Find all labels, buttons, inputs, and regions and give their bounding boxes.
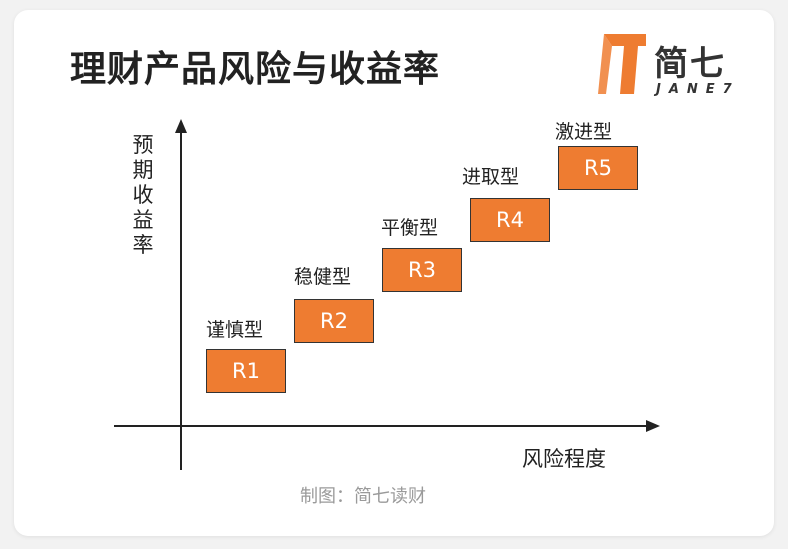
risk-level-box-r5: R5 (558, 146, 638, 190)
x-axis-arrow (646, 420, 660, 432)
risk-level-box-r1: R1 (206, 349, 286, 393)
risk-level-box-r2: R2 (294, 299, 374, 343)
risk-level-name-r1: 谨慎型 (206, 319, 264, 341)
risk-level-box-r3: R3 (382, 248, 462, 292)
y-axis-arrow (175, 119, 187, 133)
page-title: 理财产品风险与收益率 (70, 49, 441, 90)
x-axis-label: 风险程度 (522, 447, 606, 471)
risk-level-name-r3: 平衡型 (381, 217, 439, 239)
logo-subtext: JANE7 (656, 82, 740, 97)
logo-mark-icon (598, 34, 646, 94)
risk-level-name-r2: 稳健型 (294, 266, 352, 288)
risk-level-box-r4: R4 (470, 198, 550, 242)
logo-text: 简七 (654, 44, 726, 84)
credit-text: 制图：简七读财 (300, 486, 426, 507)
brand-logo: 简七 JANE7 (598, 32, 754, 102)
risk-level-name-r5: 激进型 (555, 121, 613, 143)
y-axis-label: 预期收益率 (132, 133, 154, 257)
risk-level-name-r4: 进取型 (462, 166, 520, 188)
